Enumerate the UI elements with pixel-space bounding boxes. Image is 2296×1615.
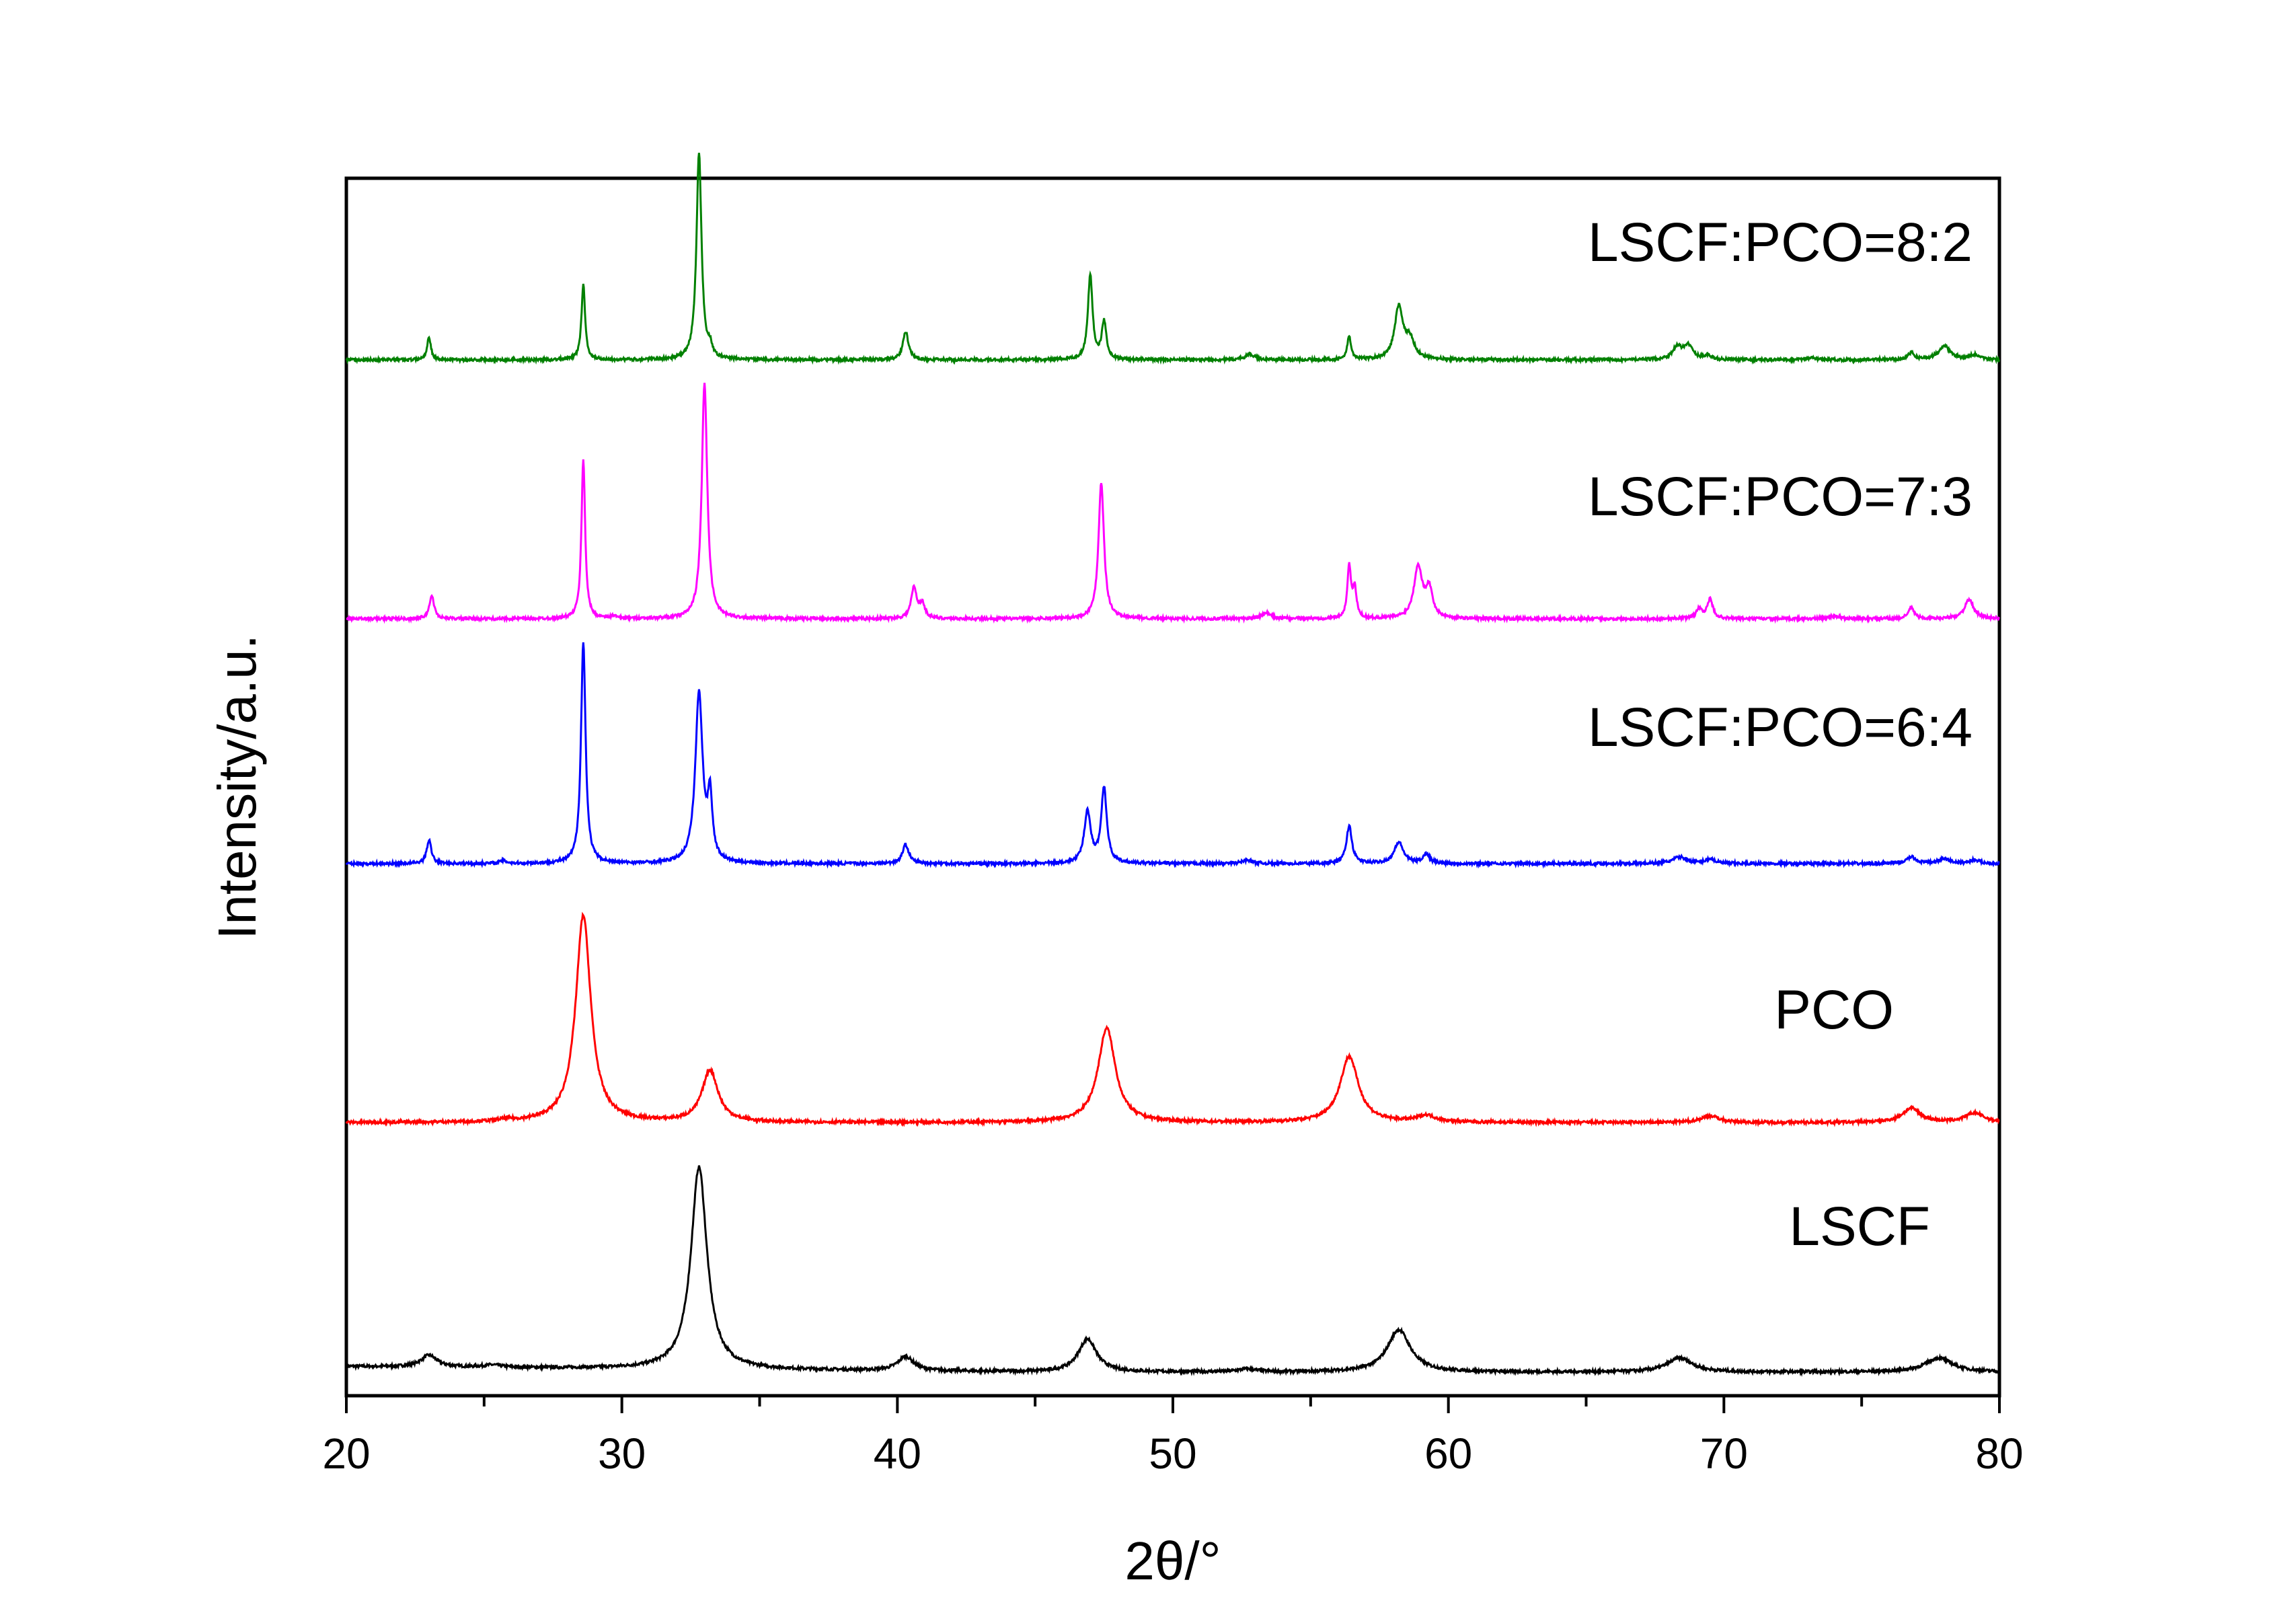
series-line-1	[345, 911, 2000, 1127]
series-labels: LSCF PCO LSCF:PCO=6:4 LSCF:PCO=7:3 LSCF:PCO=…	[1588, 212, 1973, 1257]
x-tick-label: 30	[598, 1429, 646, 1478]
series-line-2	[345, 642, 2000, 869]
x-axis-tick-labels: 20 30 40 50 60 70 80	[322, 1429, 2023, 1478]
x-tick-label: 40	[874, 1429, 921, 1478]
series-line-0	[345, 1165, 2001, 1377]
x-axis-label: 2θ/°	[1124, 1531, 1221, 1591]
series-group	[345, 153, 2001, 1377]
x-tick-label: 80	[1975, 1429, 2023, 1478]
y-axis-label: Intensity/a.u.	[207, 634, 267, 940]
x-tick-label: 70	[1700, 1429, 1748, 1478]
series-label-4: LSCF:PCO=8:2	[1588, 212, 1973, 273]
series-line-3	[346, 382, 2000, 624]
series-label-3: LSCF:PCO=7:3	[1588, 466, 1973, 527]
series-line-4	[345, 153, 2001, 365]
x-tick-label: 20	[322, 1429, 370, 1478]
series-label-1: PCO	[1774, 979, 1894, 1041]
x-axis-ticks	[345, 1396, 2001, 1413]
x-tick-label: 50	[1149, 1429, 1196, 1478]
x-tick-label: 60	[1424, 1429, 1472, 1478]
series-label-0: LSCF	[1789, 1196, 1930, 1257]
series-label-2: LSCF:PCO=6:4	[1588, 697, 1973, 758]
